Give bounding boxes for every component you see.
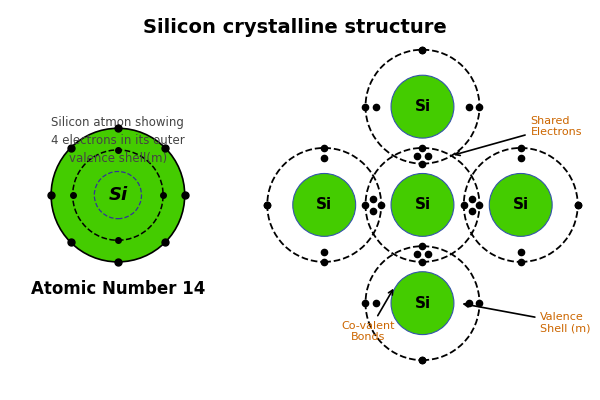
Circle shape bbox=[391, 174, 454, 236]
Text: Atomic Number 14: Atomic Number 14 bbox=[31, 280, 205, 298]
Circle shape bbox=[391, 272, 454, 335]
Text: Silicon atmon showing
4 electrons in its outer
valence shell(m): Silicon atmon showing 4 electrons in its… bbox=[51, 116, 185, 166]
Circle shape bbox=[51, 128, 185, 262]
Text: Co-valent
Bonds: Co-valent Bonds bbox=[341, 290, 395, 342]
Circle shape bbox=[489, 174, 552, 236]
Text: Si: Si bbox=[415, 198, 431, 212]
Text: Valence
Shell (m): Valence Shell (m) bbox=[464, 303, 591, 334]
Text: Si: Si bbox=[415, 99, 431, 114]
Text: Shared
Electrons: Shared Electrons bbox=[455, 116, 582, 156]
Circle shape bbox=[293, 174, 356, 236]
Text: Si: Si bbox=[316, 198, 332, 212]
Circle shape bbox=[391, 75, 454, 138]
Text: Si: Si bbox=[109, 186, 127, 204]
Text: Silicon crystalline structure: Silicon crystalline structure bbox=[143, 18, 446, 37]
Text: Si: Si bbox=[415, 296, 431, 311]
Text: Si: Si bbox=[512, 198, 529, 212]
